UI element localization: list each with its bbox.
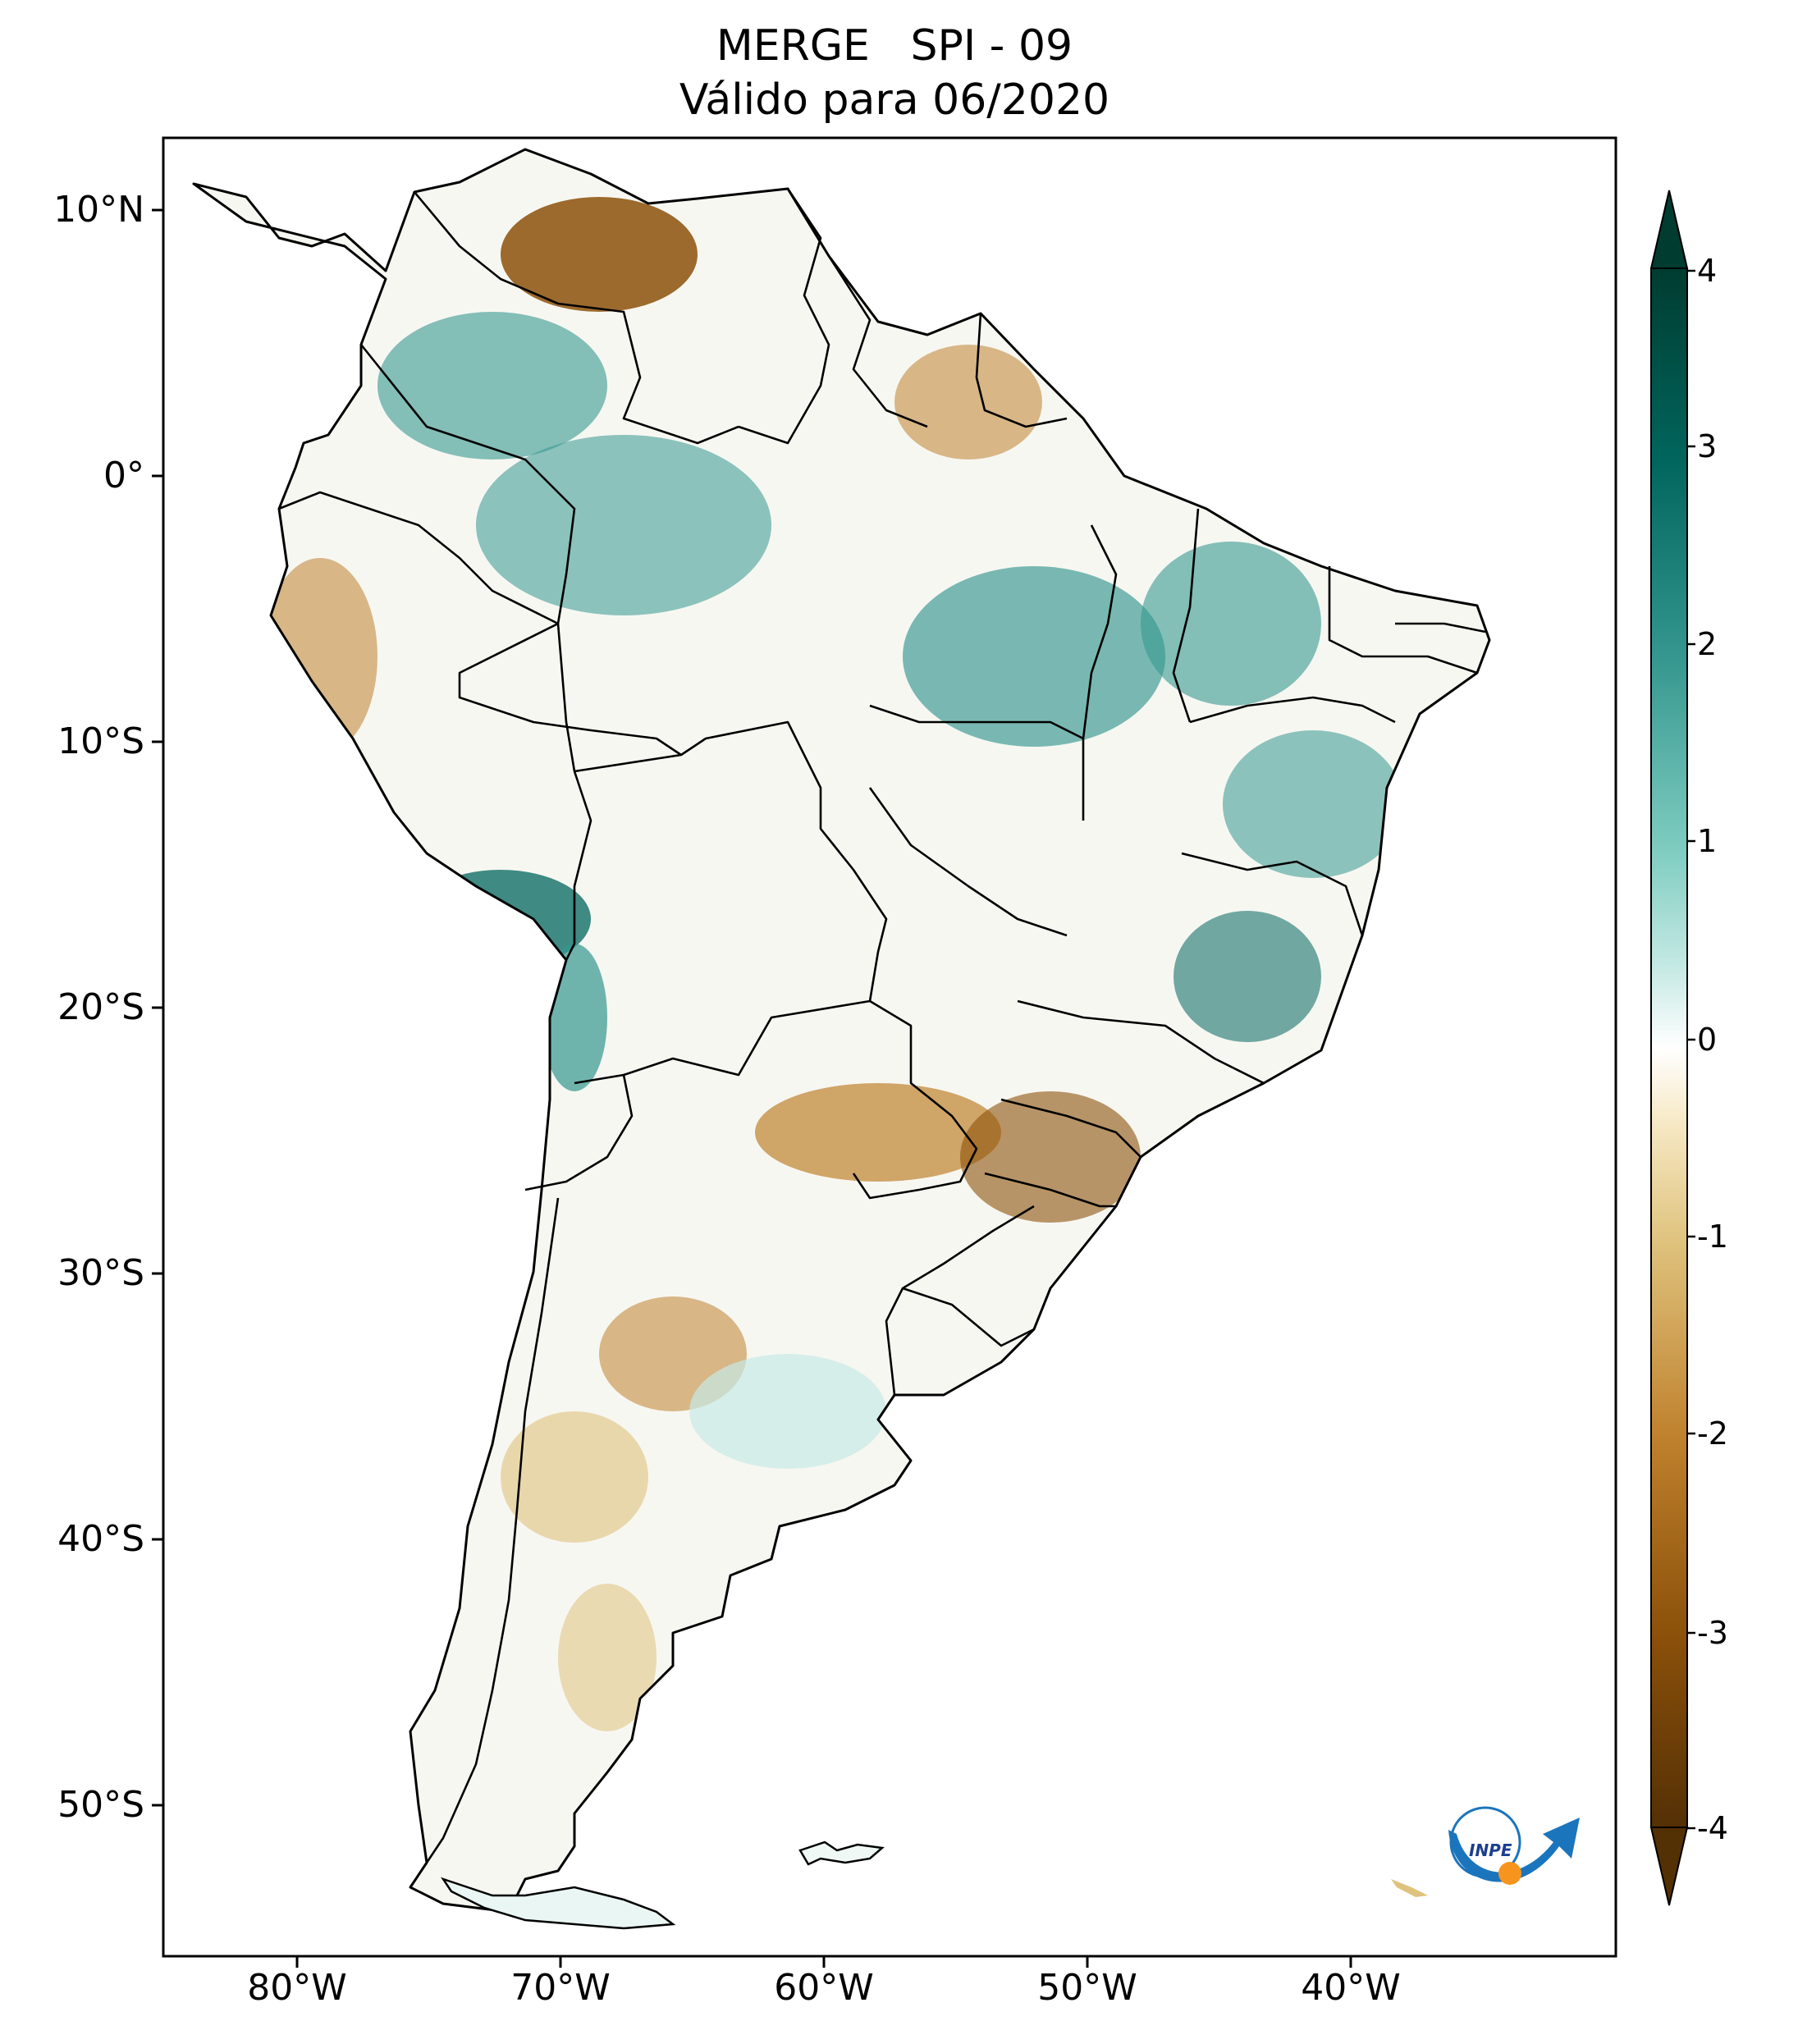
lat-label-50s: 50°S	[57, 1784, 144, 1826]
colorbar-max-extend	[1649, 190, 1689, 269]
lon-label-50w: 50°W	[1037, 1967, 1137, 2009]
inpe-logo-arrow	[1448, 1818, 1580, 1882]
anomaly-dry-venezuela	[501, 197, 698, 312]
border-suriname-guiana	[975, 313, 1068, 428]
anomaly-dry-parana	[960, 1091, 1141, 1223]
anomaly-wet-minas	[1174, 911, 1321, 1042]
border-state-piaui	[1172, 508, 1200, 723]
borders	[278, 188, 1486, 1863]
anomaly-dry-patagonia	[558, 1584, 657, 1731]
colorbar-label-neg3: -3	[1697, 1615, 1728, 1651]
anomaly-wet-para	[903, 566, 1165, 747]
lat-label-40s: 40°S	[57, 1518, 144, 1560]
lat-label-10s: 10°S	[57, 720, 144, 762]
colorbar-min-extend	[1649, 1827, 1689, 1906]
border-state-tocantins	[1082, 524, 1118, 821]
border-state-mato-grosso	[869, 704, 1084, 740]
lat-label-10n: 10°N	[53, 189, 144, 231]
anomaly-wet-amazon-west	[476, 435, 771, 615]
tierra-del-fuego	[440, 1877, 676, 1930]
lat-label-0: 0°	[103, 455, 144, 496]
inpe-logo-sun	[1498, 1862, 1521, 1885]
border-state-bahia	[1189, 696, 1396, 724]
colorbar-label-2: 2	[1697, 626, 1718, 662]
border-uruguay-north	[902, 1287, 1036, 1363]
border-bolivia-chile-argentina	[524, 1073, 634, 1191]
inpe-logo: INPE	[1448, 1806, 1580, 1885]
chart-subtitle: Válido para 06/2020	[679, 75, 1110, 125]
lon-label-60w: 60°W	[774, 1967, 874, 2009]
chart-title: MERGE SPI - 09	[716, 21, 1073, 71]
inpe-logo-text: INPE	[1469, 1841, 1512, 1860]
anomaly-wet-colombia	[377, 312, 607, 460]
border-colombia-venezuela	[414, 191, 739, 445]
colorbar-label-0: 0	[1697, 1022, 1718, 1058]
colorbar-label-1: 1	[1697, 823, 1718, 859]
anomaly-dry-north-patagonia	[501, 1411, 648, 1543]
colorbar-label-neg4: -4	[1697, 1810, 1728, 1846]
anomaly-wet-bahia	[1223, 730, 1403, 878]
latitude-ticks	[152, 208, 163, 1807]
falkland-islands	[798, 1841, 885, 1866]
border-state-goias	[868, 787, 1068, 937]
anomaly-dry-paraguay	[755, 1083, 1001, 1182]
border-venezuela-guyana	[738, 188, 830, 445]
lat-label-30s: 30°S	[57, 1252, 144, 1294]
lon-label-40w: 40°W	[1301, 1967, 1401, 2009]
lat-label-20s: 20°S	[57, 986, 144, 1028]
border-state-sao-paulo	[1017, 999, 1265, 1085]
border-guyana-suriname	[827, 255, 928, 428]
border-peru-bolivia	[556, 623, 592, 961]
longitude-ticks	[295, 1956, 1352, 1968]
border-ecuador-peru	[278, 491, 559, 625]
colorbar-ticks	[1687, 269, 1695, 1830]
colorbar-label-3: 3	[1697, 428, 1718, 464]
anomaly-wet-pampas	[689, 1354, 886, 1469]
lon-label-70w: 70°W	[510, 1967, 611, 2009]
border-state-northeast	[1328, 566, 1478, 674]
colorbar	[1649, 190, 1695, 1906]
border-state-santa-catarina	[984, 1172, 1116, 1208]
border-state-paraiba	[1395, 622, 1486, 633]
border-bolivia-brazil	[574, 720, 888, 1002]
lon-label-80w: 80°W	[247, 1967, 347, 2009]
border-state-parana	[1000, 1098, 1141, 1158]
border-state-minas	[1181, 852, 1364, 936]
anomaly-dry-guiana	[894, 345, 1042, 460]
colorbar-label-4: 4	[1697, 253, 1718, 289]
south-georgia	[1391, 1879, 1428, 1897]
border-uruguay-brazil	[885, 1205, 1035, 1396]
border-chile-argentina	[425, 1197, 560, 1863]
border-colombia-peru-brazil	[359, 344, 682, 757]
colorbar-ramp	[1650, 268, 1688, 1828]
coastline	[192, 148, 1491, 1914]
colorbar-label-neg2: -2	[1697, 1415, 1728, 1452]
border-paraguay	[623, 999, 978, 1200]
anomaly-wet-maranhao	[1141, 542, 1321, 706]
colorbar-label-neg1: -1	[1697, 1219, 1728, 1255]
